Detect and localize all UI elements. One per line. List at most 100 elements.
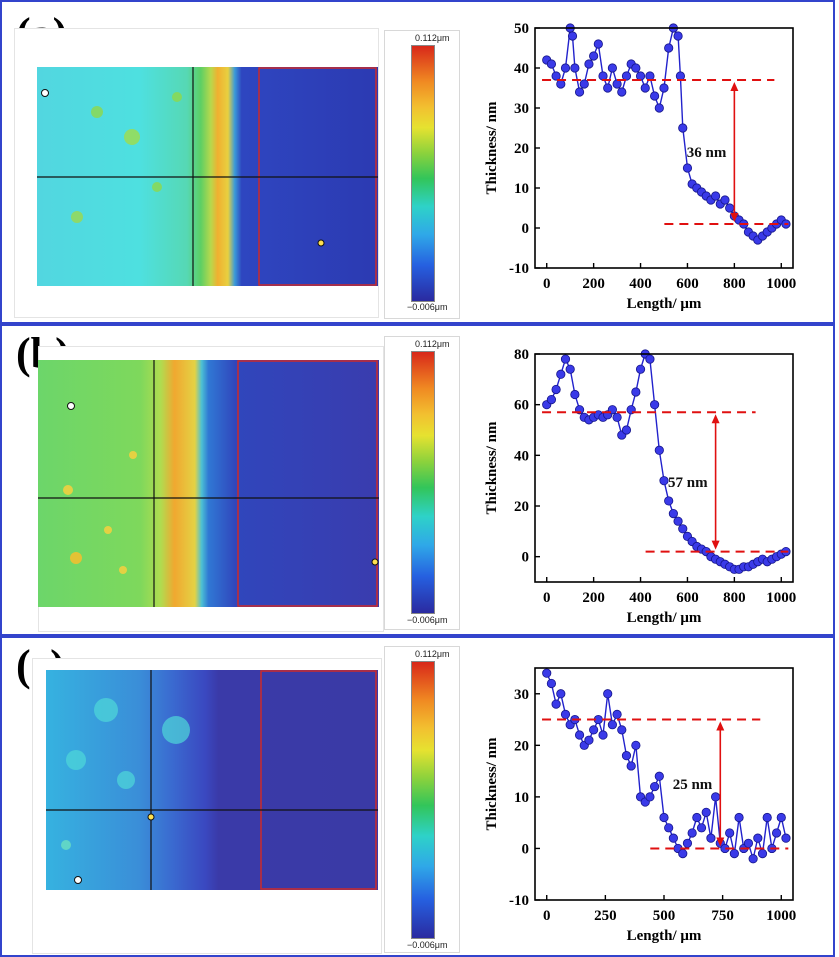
- y-tick-label: -10: [509, 893, 529, 909]
- data-point: [598, 730, 608, 740]
- colorbar-max-label: 0.112μm: [415, 649, 450, 659]
- arrow-head-top: [711, 414, 720, 424]
- data-point: [556, 689, 566, 699]
- data-point: [584, 59, 594, 69]
- data-point: [551, 71, 561, 81]
- data-point: [640, 83, 650, 93]
- x-tick-label: 250: [594, 908, 617, 924]
- data-point: [734, 812, 744, 823]
- x-tick-label: 1000: [766, 276, 796, 292]
- data-point: [664, 496, 674, 506]
- data-point: [762, 812, 772, 823]
- thickness-profile-chart-b: 57 nm 0 200 400 600 800 1000 0 20 40 60 80 Length/ μ…: [484, 347, 796, 626]
- data-point: [645, 792, 655, 802]
- data-point: [650, 400, 660, 410]
- data-point: [579, 79, 589, 89]
- data-point: [560, 354, 571, 364]
- x-tick-label: 0: [543, 590, 551, 606]
- data-point: [757, 849, 768, 859]
- colorbar-gradient: [411, 351, 435, 614]
- thickness-profile-chart-a: 36 nm 0 200 400 600 800 1000 -10 0 10 20 30 40 50 Leng…: [484, 21, 796, 312]
- thickness-profile-chart-c: 25 nm 0 250 500 750 1000 -10 0 10 20 30 Length/ μm T…: [484, 667, 796, 944]
- y-tick-label: 40: [514, 448, 529, 464]
- data-point: [654, 103, 664, 113]
- data-point: [603, 689, 613, 699]
- data-point: [542, 668, 552, 678]
- y-axis-label: Thickness/ nm: [484, 421, 500, 514]
- afm-map-image: [37, 67, 378, 286]
- data-point: [612, 79, 622, 89]
- x-tick-label: 0: [543, 908, 551, 924]
- data-point: [771, 828, 782, 838]
- data-point: [659, 83, 669, 93]
- data-point: [560, 63, 571, 73]
- x-tick-label: 800: [723, 590, 746, 606]
- data-point: [617, 87, 627, 97]
- colorbar: 0.112μm −0.006μm: [384, 30, 460, 319]
- y-tick-label: 10: [514, 790, 529, 806]
- x-tick-label: 1000: [766, 908, 796, 924]
- data-point: [565, 364, 575, 374]
- data-point: [546, 394, 557, 405]
- data-point: [682, 163, 693, 173]
- data-point: [570, 389, 580, 400]
- data-point: [776, 812, 786, 823]
- data-point: [598, 71, 608, 81]
- y-tick-label: 40: [514, 61, 529, 77]
- data-point: [692, 812, 702, 823]
- data-point: [556, 369, 566, 379]
- data-point: [711, 792, 721, 802]
- colorbar-max-label: 0.112μm: [415, 339, 450, 349]
- data-point: [607, 720, 617, 730]
- x-tick-label: 600: [676, 590, 699, 606]
- y-tick-label: 0: [522, 550, 530, 566]
- data-point: [659, 812, 669, 823]
- y-tick-label: 0: [522, 221, 530, 237]
- data-point: [551, 699, 561, 709]
- x-tick-label: 800: [723, 276, 746, 292]
- series-line: [546, 352, 787, 570]
- arrow-head-bottom: [730, 213, 739, 222]
- data-point: [617, 725, 627, 735]
- x-axis-label: Length/ μm: [627, 296, 702, 312]
- colorbar-max-label: 0.112μm: [415, 33, 450, 43]
- data-point: [678, 849, 688, 859]
- data-point: [645, 71, 655, 81]
- data-point: [645, 354, 655, 364]
- data-point: [673, 31, 683, 41]
- colorbar-min-label: −0.006μm: [407, 302, 448, 312]
- data-point: [664, 823, 674, 833]
- data-point: [729, 849, 739, 859]
- panel-c: (c) 0.112μm −0.006μm 25 nm02505007501000…: [0, 636, 835, 957]
- y-tick-label: 60: [514, 398, 529, 414]
- data-point: [659, 476, 669, 486]
- colorbar-min-label: −0.006μm: [407, 615, 448, 625]
- data-point: [612, 412, 622, 422]
- x-tick-label: 750: [711, 908, 734, 924]
- data-point: [631, 740, 641, 750]
- data-point: [654, 771, 664, 781]
- data-point: [621, 751, 632, 761]
- data-point: [678, 524, 688, 534]
- series-line: [546, 26, 787, 241]
- data-point: [556, 79, 566, 89]
- y-tick-label: 20: [514, 738, 529, 754]
- x-tick-label: 1000: [766, 590, 796, 606]
- data-point: [635, 71, 646, 81]
- x-tick-label: 0: [543, 276, 551, 292]
- y-tick-label: 20: [514, 499, 529, 515]
- arrow-head-top: [730, 82, 739, 91]
- data-point: [574, 87, 585, 97]
- data-point: [570, 63, 580, 73]
- colorbar-gradient: [411, 45, 435, 302]
- data-point: [678, 123, 688, 133]
- data-point: [546, 678, 557, 689]
- y-axis-label: Thickness/ nm: [484, 101, 500, 194]
- data-point: [675, 71, 686, 81]
- data-point: [626, 761, 636, 771]
- data-point: [654, 445, 664, 455]
- step-height-label: 25 nm: [673, 777, 713, 793]
- data-point: [725, 203, 735, 213]
- panel-a: (a) 0.112μm −0.006μm 36 nm02004006008001…: [0, 0, 835, 324]
- data-point: [567, 31, 578, 41]
